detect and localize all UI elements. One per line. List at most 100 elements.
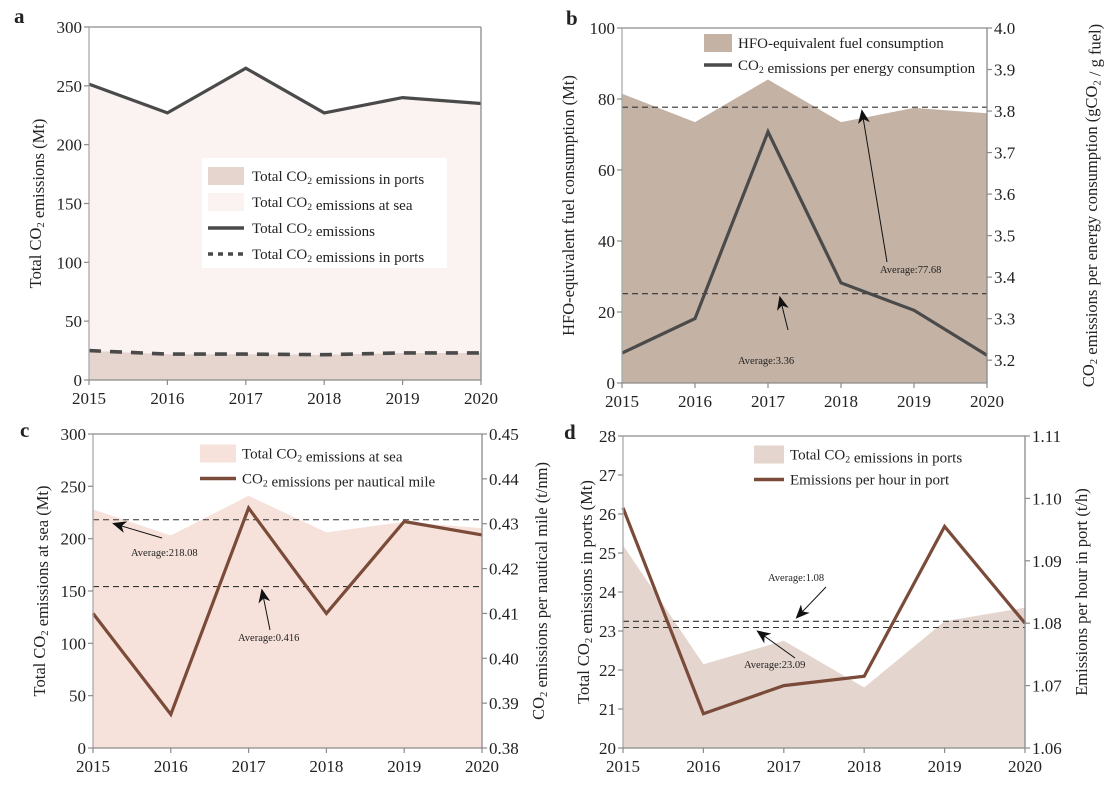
average-label: Average:0.416 bbox=[238, 633, 299, 644]
y-tick-label-left: 150 bbox=[61, 582, 87, 601]
y-tick-label-right: 1.10 bbox=[1032, 489, 1062, 508]
panel-c: 2015 2016 2017 2018 2019 2020 0 50 100 150 200 250 3… bbox=[20, 418, 551, 776]
y-tick-label-right: 3.6 bbox=[994, 185, 1015, 204]
average-arrow bbox=[795, 586, 827, 619]
series-line-b bbox=[621, 127, 988, 357]
panel-letter: b bbox=[566, 6, 578, 30]
y-tick-label-left: 28 bbox=[599, 427, 616, 446]
legend-swatch-patch bbox=[754, 445, 784, 464]
legend-label: Total CO2 emissions in ports bbox=[252, 169, 424, 188]
average-label: Average:77.68 bbox=[880, 265, 941, 276]
area-b-0 bbox=[622, 79, 987, 383]
y-tick-label-right: 1.08 bbox=[1032, 614, 1062, 633]
x-tick-label: 2015 bbox=[605, 392, 639, 411]
x-tick-label: 2019 bbox=[387, 757, 421, 776]
y-tick-label-left: 20 bbox=[598, 303, 615, 322]
y-tick-label-left: 200 bbox=[61, 530, 87, 549]
y-tick-label-left: 22 bbox=[599, 661, 616, 680]
legend-label: CO2 emissions per nautical mile bbox=[242, 472, 436, 491]
y-axis-title-left: HFO-equivalent fuel consumption (Mt) bbox=[559, 75, 578, 336]
panel-letter: a bbox=[14, 4, 25, 28]
legend-label: HFO-equivalent fuel consumption bbox=[738, 36, 944, 52]
panel-letter: c bbox=[20, 418, 29, 442]
y-tick-label-left: 50 bbox=[69, 687, 86, 706]
x-tick-label: 2020 bbox=[970, 392, 1004, 411]
y-axis-title-right: CO2 emissions per nautical mile (t/nm) bbox=[529, 462, 551, 720]
x-tick-label: 2018 bbox=[307, 389, 341, 408]
x-tick-label: 2020 bbox=[464, 389, 498, 408]
y-tick-label-right: 3.2 bbox=[994, 351, 1015, 370]
y-tick-label-right: 3.8 bbox=[994, 102, 1015, 121]
legend: Total CO2 emissions in ports Emissions pe… bbox=[754, 445, 962, 489]
y-tick-label-left: 27 bbox=[599, 466, 617, 485]
x-tick-label: 2020 bbox=[1008, 757, 1042, 776]
area-d-0 bbox=[623, 545, 1025, 748]
y-tick-label-left: 0 bbox=[78, 739, 87, 758]
y-tick-label-left: 150 bbox=[57, 195, 83, 214]
y-tick-label-left: 0 bbox=[607, 374, 616, 393]
y-tick-label-left: 300 bbox=[57, 18, 83, 37]
x-tick-label: 2015 bbox=[606, 757, 640, 776]
x-tick-label: 2015 bbox=[76, 757, 110, 776]
series-line-d bbox=[621, 507, 1027, 716]
panel-a: 2015 2016 2017 2018 2019 2020 0 50 100 150 200 250 3… bbox=[14, 4, 498, 408]
y-axis-title-left: Total CO2 emissions in ports (Mt) bbox=[574, 480, 596, 704]
x-tick-label: 2020 bbox=[465, 757, 499, 776]
y-tick-label-left: 300 bbox=[61, 425, 87, 444]
y-tick-label-right: 0.39 bbox=[489, 694, 519, 713]
y-tick-label-left: 60 bbox=[598, 161, 615, 180]
x-tick-label: 2018 bbox=[309, 757, 343, 776]
legend-swatch-patch bbox=[200, 444, 236, 463]
x-tick-label: 2016 bbox=[154, 757, 188, 776]
legend-label: Emissions per hour in port bbox=[790, 473, 950, 489]
y-tick-label-right: 3.5 bbox=[994, 227, 1015, 246]
x-tick-label: 2015 bbox=[72, 389, 106, 408]
legend-swatch-patch bbox=[704, 34, 732, 52]
x-tick-label: 2016 bbox=[678, 392, 712, 411]
average-arrow bbox=[756, 630, 796, 659]
legend-label: Total CO2 emissions in ports bbox=[790, 448, 962, 467]
y-tick-label-left: 100 bbox=[57, 253, 83, 272]
y-tick-label-left: 25 bbox=[599, 544, 616, 563]
y-tick-label-right: 0.41 bbox=[489, 604, 519, 623]
average-arrow bbox=[112, 521, 163, 539]
y-tick-label-right: 4.0 bbox=[994, 19, 1015, 38]
y-tick-label-left: 250 bbox=[57, 77, 83, 96]
y-tick-label-left: 100 bbox=[590, 19, 616, 38]
y-tick-label-left: 26 bbox=[599, 505, 616, 524]
y-axis-title-left: Total CO2 emissions (Mt) bbox=[26, 119, 48, 289]
legend-label: Total CO2 emissions in ports bbox=[252, 247, 424, 266]
y-axis-title-right: CO2 emissions per energy consumption (gC… bbox=[1079, 24, 1104, 387]
y-tick-label-right: 3.4 bbox=[994, 268, 1016, 287]
legend: Total CO2 emissions in ports Total CO2 em… bbox=[202, 158, 447, 268]
average-label: Average:23.09 bbox=[744, 660, 805, 671]
x-tick-label: 2019 bbox=[928, 757, 962, 776]
y-tick-label-left: 40 bbox=[598, 232, 615, 251]
y-tick-label-left: 0 bbox=[74, 371, 83, 390]
y-tick-label-right: 3.9 bbox=[994, 61, 1015, 80]
y-tick-label-right: 3.3 bbox=[994, 310, 1015, 329]
y-tick-label-right: 0.38 bbox=[489, 739, 519, 758]
legend-label: CO2 emissions per energy consumption bbox=[738, 58, 976, 77]
average-label: Average:1.08 bbox=[768, 573, 824, 584]
y-tick-label-left: 80 bbox=[598, 90, 615, 109]
x-tick-label: 2017 bbox=[232, 757, 267, 776]
series-dashed-line-a bbox=[88, 348, 481, 357]
y-tick-label-right: 0.42 bbox=[489, 560, 519, 579]
y-axis-title-left: Total CO2 emissions at sea (Mt) bbox=[30, 486, 52, 697]
y-tick-label-right: 0.44 bbox=[489, 470, 519, 489]
y-tick-label-right: 0.43 bbox=[489, 515, 519, 534]
x-tick-label: 2019 bbox=[386, 389, 420, 408]
x-tick-label: 2019 bbox=[897, 392, 931, 411]
x-tick-label: 2017 bbox=[229, 389, 264, 408]
y-tick-label-right: 1.11 bbox=[1032, 427, 1061, 446]
legend-swatch-patch bbox=[208, 193, 244, 211]
average-label: Average:3.36 bbox=[738, 356, 794, 367]
average-label: Average:218.08 bbox=[131, 548, 198, 559]
panel-b: 2015 2016 2017 2018 2019 2020 0 20 40 60 80 100 3.2 3… bbox=[559, 6, 1104, 411]
average-arrow bbox=[258, 588, 271, 631]
y-tick-label-right: 1.06 bbox=[1032, 739, 1062, 758]
area-c-0 bbox=[93, 495, 482, 748]
y-tick-label-right: 1.09 bbox=[1032, 552, 1062, 571]
